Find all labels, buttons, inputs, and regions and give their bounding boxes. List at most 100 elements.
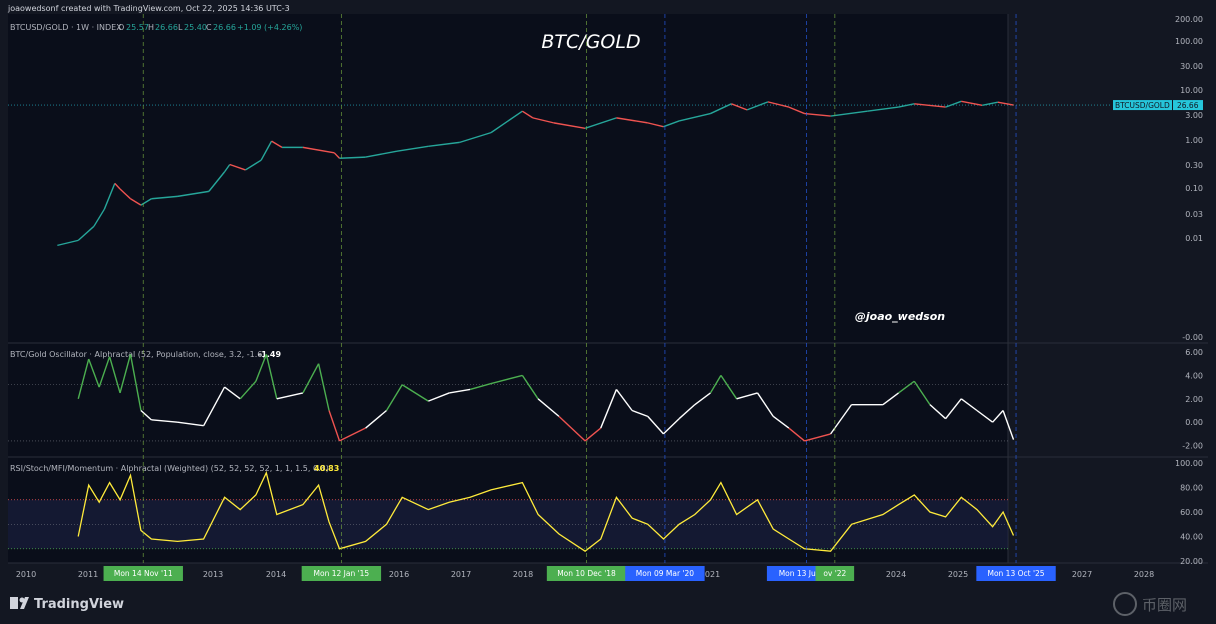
price-segment <box>208 171 226 192</box>
event-marker-badge <box>625 566 705 581</box>
time-tick-label: 2027 <box>1072 570 1092 579</box>
price-segment <box>961 100 983 107</box>
price-segment <box>521 110 534 119</box>
time-tick-label: 2025 <box>948 570 968 579</box>
rsi-tick-label: 40.00 <box>1180 533 1203 542</box>
osc-segment <box>709 375 722 394</box>
price-segment <box>103 183 116 210</box>
osc-segment <box>108 356 121 394</box>
ohlc-readout: O 25.57 H 26.66 L 25.40 C 26.66 +1.09 (+… <box>118 23 302 32</box>
osc-segment <box>647 415 664 435</box>
price-segment <box>616 117 648 124</box>
osc-segment <box>662 418 680 435</box>
price-segment <box>302 146 335 154</box>
ohlc-l-label: L <box>178 23 183 32</box>
price-segment <box>177 190 209 198</box>
price-segment <box>804 112 831 117</box>
osc-segment <box>98 356 111 388</box>
osc-segment <box>428 392 450 402</box>
ohlc-o-label: O <box>118 23 124 32</box>
price-segment <box>898 103 915 108</box>
time-tick-label: 2021 <box>700 570 720 579</box>
osc-segment <box>140 409 152 421</box>
osc-segment <box>490 374 523 385</box>
event-marker-badge <box>815 566 855 581</box>
event-marker-badge <box>976 566 1056 581</box>
osc-segment <box>929 404 947 420</box>
price-segment <box>119 188 131 200</box>
osc-segment <box>77 358 90 399</box>
rsi-line <box>77 470 1015 552</box>
price-segment <box>57 239 79 247</box>
osc-tick-label: 0.00 <box>1185 418 1203 427</box>
event-marker-badge <box>546 566 627 581</box>
corner-mark-text: 币圈网 <box>1142 596 1187 614</box>
time-tick-label: 2010 <box>16 570 36 579</box>
time-tick-label: 2011 <box>78 570 98 579</box>
rsi-legend[interactable]: RSI/Stoch/MFI/Momentum · Alphractal (Wei… <box>10 464 329 473</box>
price-tick-label: 100.00 <box>1175 37 1203 46</box>
time-tick-label: 2017 <box>451 570 471 579</box>
ohlc-open: 25.57 <box>126 23 149 32</box>
price-tick-label: 0.10 <box>1185 184 1203 193</box>
event-marker-label: Mon 13 Jun '22 <box>779 569 835 578</box>
symbol-line[interactable]: BTCUSD/GOLD · 1W · INDEX <box>10 23 122 32</box>
oscillator-value: -1.49 <box>258 350 281 359</box>
tradingview-logo[interactable]: TradingView <box>10 597 124 612</box>
price-tag-label: BTCUSD/GOLD <box>1115 101 1170 110</box>
price-segment <box>396 145 429 152</box>
price-segment <box>260 140 273 161</box>
osc-tick-label: -2.00 <box>1182 442 1203 451</box>
price-segment <box>140 198 152 206</box>
osc-segment <box>177 421 204 427</box>
osc-segment <box>756 392 774 417</box>
event-marker-badge <box>301 566 382 581</box>
price-tick-label: 0.01 <box>1185 234 1203 243</box>
time-tick-label: 2014 <box>266 570 286 579</box>
corner-watermark: 币圈网 <box>1113 592 1187 616</box>
osc-segment <box>1002 410 1015 440</box>
osc-segment <box>151 419 178 423</box>
osc-segment <box>469 382 492 391</box>
osc-segment <box>788 427 805 442</box>
event-marker-label: Mon 13 Oct '25 <box>987 569 1044 578</box>
price-tag-value-bg <box>1173 100 1203 111</box>
osc-segment <box>615 389 633 411</box>
osc-segment <box>119 354 132 394</box>
time-tick-label: 2028 <box>1134 570 1154 579</box>
osc-segment <box>88 358 100 388</box>
price-tick-label: -0.00 <box>1182 333 1203 342</box>
osc-segment <box>302 363 320 394</box>
rsi-tick-label: 20.00 <box>1180 557 1203 566</box>
price-segment <box>271 140 283 148</box>
price-segment <box>77 225 95 241</box>
osc-segment <box>631 409 649 418</box>
osc-segment <box>129 354 142 411</box>
event-marker-label: Mon 10 Dec '18 <box>557 569 616 578</box>
osc-segment <box>945 398 962 420</box>
rsi-tick-label: 60.00 <box>1180 508 1203 517</box>
price-segment <box>93 208 105 227</box>
logo-text: TradingView <box>34 597 124 612</box>
attribution-text: joaowedsonf created with TradingView.com… <box>7 4 290 13</box>
price-segment <box>490 110 523 134</box>
price-segment <box>365 150 398 158</box>
osc-segment <box>694 392 711 406</box>
event-marker-label: Mon 12 Jan '15 <box>314 569 370 578</box>
ohlc-high: 26.66 <box>155 23 178 32</box>
last-price-tag: BTCUSD/GOLD 26.66 <box>1113 100 1203 111</box>
oscillator-legend[interactable]: BTC/Gold Oscillator · Alphractal (52, Po… <box>10 350 265 359</box>
event-marker-label: ov '22 <box>823 569 846 578</box>
price-segment <box>428 141 460 148</box>
price-segment <box>945 100 962 108</box>
price-segment <box>553 122 586 130</box>
ohlc-c-label: C <box>206 23 212 32</box>
price-segment <box>788 106 805 115</box>
event-marker-badge <box>103 566 183 581</box>
osc-segment <box>385 384 403 411</box>
price-tick-label: 1.00 <box>1185 136 1203 145</box>
osc-segment <box>992 410 1004 423</box>
osc-segment <box>772 415 790 429</box>
osc-segment <box>882 392 899 406</box>
